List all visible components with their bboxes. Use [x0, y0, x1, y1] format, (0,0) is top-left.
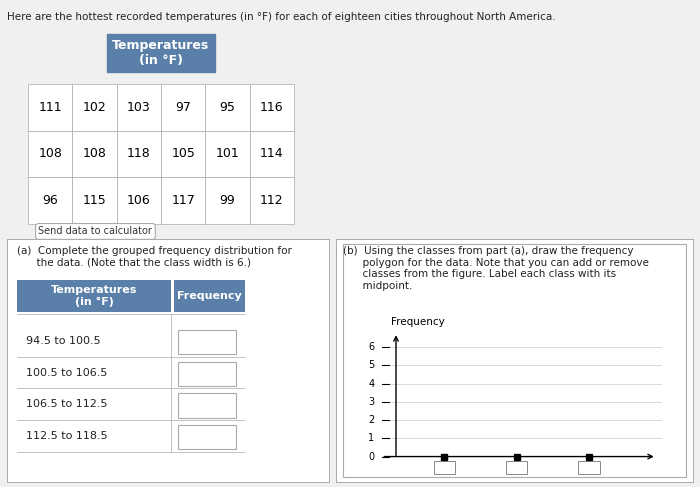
- Text: Frequency: Frequency: [178, 291, 242, 301]
- Text: 112.5 to 118.5: 112.5 to 118.5: [27, 431, 108, 441]
- Text: Temperatures
(in °F): Temperatures (in °F): [113, 38, 209, 67]
- FancyBboxPatch shape: [178, 393, 236, 417]
- FancyBboxPatch shape: [506, 461, 527, 474]
- Text: 94.5 to 100.5: 94.5 to 100.5: [27, 336, 101, 346]
- FancyBboxPatch shape: [578, 461, 600, 474]
- Text: Temperatures
(in °F): Temperatures (in °F): [51, 285, 137, 307]
- Text: 3: 3: [368, 397, 374, 407]
- Text: (a)  Complete the grouped frequency distribution for
      the data. (Note that : (a) Complete the grouped frequency distr…: [17, 246, 291, 267]
- FancyBboxPatch shape: [178, 425, 236, 449]
- FancyBboxPatch shape: [174, 280, 245, 312]
- Text: (b)  Using the classes from part (a), draw the frequency
      polygon for the d: (b) Using the classes from part (a), dra…: [343, 246, 649, 291]
- Text: 106.5 to 112.5: 106.5 to 112.5: [27, 399, 108, 409]
- FancyBboxPatch shape: [433, 461, 455, 474]
- FancyBboxPatch shape: [178, 361, 236, 386]
- Text: Here are the hottest recorded temperatures (in °F) for each of eighteen cities t: Here are the hottest recorded temperatur…: [7, 12, 556, 22]
- FancyBboxPatch shape: [17, 280, 172, 312]
- Text: 6: 6: [368, 342, 374, 352]
- Text: 2: 2: [368, 415, 374, 425]
- Text: 4: 4: [368, 378, 374, 389]
- Text: 1: 1: [368, 433, 374, 443]
- FancyBboxPatch shape: [178, 330, 236, 355]
- Text: Frequency: Frequency: [391, 317, 445, 327]
- Text: 100.5 to 106.5: 100.5 to 106.5: [27, 368, 108, 377]
- Text: 5: 5: [368, 360, 374, 370]
- Text: 0: 0: [368, 451, 374, 462]
- Text: Send data to calculator: Send data to calculator: [38, 226, 153, 237]
